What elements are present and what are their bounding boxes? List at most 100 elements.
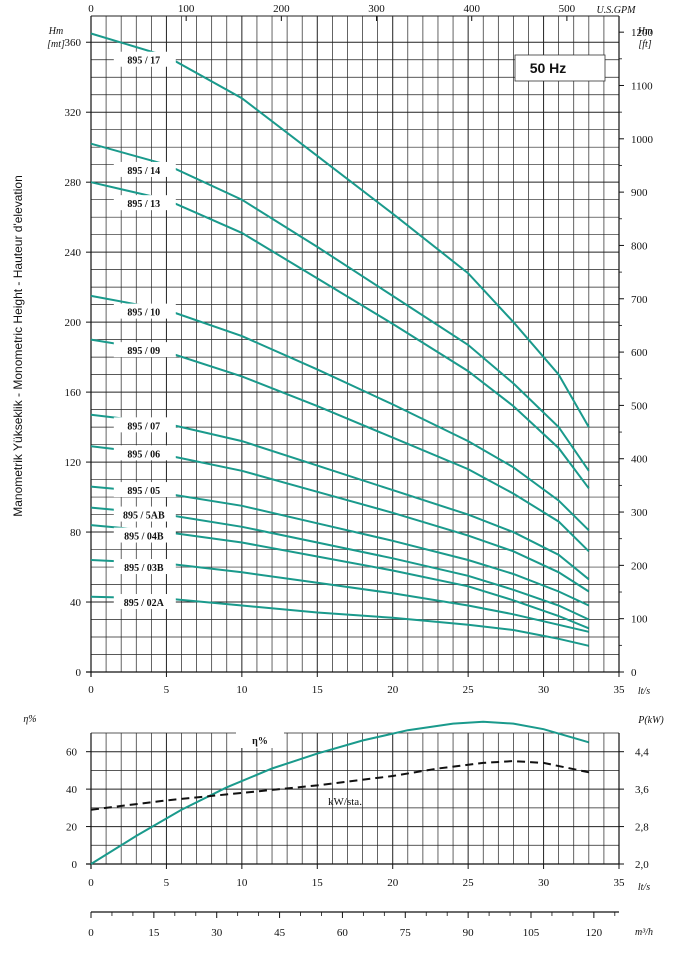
ft-tick-label: 800 bbox=[631, 240, 648, 252]
y-tick-label: 320 bbox=[65, 107, 82, 119]
y-tick-label: 120 bbox=[65, 457, 82, 469]
m3h-tick-label: 105 bbox=[523, 927, 540, 939]
x-tick-label: 20 bbox=[387, 684, 399, 696]
power-curve-label: kW/sta. bbox=[328, 796, 362, 808]
curve-label-bg bbox=[113, 506, 176, 522]
efficiency-unit: η% bbox=[23, 714, 36, 725]
m3h-tick-label: 90 bbox=[463, 927, 475, 939]
x-tick-label: 0 bbox=[88, 684, 94, 696]
curve-label: 895 / 05 bbox=[127, 486, 160, 497]
pump-curve bbox=[90, 413, 590, 581]
m3h-tick-label: 0 bbox=[88, 927, 94, 939]
y-tick-label: 40 bbox=[70, 597, 82, 609]
pump-curve bbox=[90, 559, 590, 633]
ft-tick-label: 600 bbox=[631, 347, 648, 359]
curve-label-bg bbox=[113, 161, 176, 177]
ft-tick-label: 1100 bbox=[631, 80, 653, 92]
x-tick-label: 10 bbox=[236, 684, 248, 696]
curve-label-bg bbox=[113, 303, 176, 319]
y-tick-label: 60 bbox=[66, 747, 78, 759]
main-chart-grid bbox=[90, 15, 620, 673]
curve-label: 895 / 09 bbox=[127, 346, 160, 357]
gpm-tick-label: 200 bbox=[273, 3, 290, 15]
y-tick-label: 360 bbox=[65, 37, 82, 49]
left-unit-line2: [mt] bbox=[47, 39, 65, 50]
curve-label-bg bbox=[113, 51, 176, 67]
gpm-tick-label: 100 bbox=[178, 3, 195, 15]
side-title: Manometrik Yükseklik - Monometric Height… bbox=[11, 175, 25, 517]
ft-tick-label: 300 bbox=[631, 507, 648, 519]
m3h-tick-label: 15 bbox=[148, 927, 160, 939]
x-tick-label: 25 bbox=[463, 684, 475, 696]
ft-tick-label: 1000 bbox=[631, 134, 654, 146]
y-tick-label: 40 bbox=[66, 784, 78, 796]
y-tick-label: 0 bbox=[76, 667, 82, 679]
left-unit-line1: Hm bbox=[48, 26, 63, 37]
curve-label: 895 / 13 bbox=[127, 199, 160, 210]
frequency-badge: 50 Hz bbox=[514, 54, 606, 82]
x-tick-label: 35 bbox=[614, 877, 626, 889]
kw-tick-label: 3,6 bbox=[635, 784, 649, 796]
ft-tick-label: 0 bbox=[631, 667, 637, 679]
pump-curve bbox=[90, 485, 590, 607]
curve-label-bg bbox=[113, 482, 176, 498]
gpm-tick-label: 0 bbox=[88, 3, 94, 15]
gpm-tick-label: 400 bbox=[463, 3, 480, 15]
m3h-tick-label: 60 bbox=[337, 927, 349, 939]
pump-curve bbox=[90, 294, 590, 532]
x-tick-label: 15 bbox=[312, 684, 324, 696]
pump-curve bbox=[90, 506, 590, 621]
x-tick-label: 15 bbox=[312, 877, 324, 889]
ft-tick-label: 200 bbox=[631, 560, 648, 572]
y-tick-label: 0 bbox=[72, 859, 78, 871]
ft-tick-label: 500 bbox=[631, 400, 648, 412]
ft-tick-label: 900 bbox=[631, 187, 648, 199]
frequency-badge-text: 50 Hz bbox=[530, 60, 567, 76]
curve-label: 895 / 5AB bbox=[123, 511, 165, 522]
pump-curve bbox=[90, 338, 590, 553]
y-tick-label: 200 bbox=[65, 317, 82, 329]
right-unit-line1: Hm bbox=[637, 26, 652, 37]
power-curve bbox=[90, 760, 590, 811]
main-chart-curves bbox=[90, 32, 590, 647]
top-unit: U.S.GPM bbox=[597, 5, 637, 16]
curve-label: 895 / 06 bbox=[127, 449, 160, 460]
curve-label: 895 / 14 bbox=[127, 166, 160, 177]
gpm-tick-label: 300 bbox=[368, 3, 385, 15]
pump-curve bbox=[90, 32, 590, 428]
y-tick-label: 20 bbox=[66, 822, 78, 834]
y-tick-label: 240 bbox=[65, 247, 82, 259]
ft-tick-label: 700 bbox=[631, 294, 648, 306]
x-tick-label: 5 bbox=[164, 877, 170, 889]
bottom-unit-main: lt/s bbox=[638, 686, 650, 697]
main-chart-curve-labels: 895 / 17 895 / 14 895 / 13 895 / 10 895 / 09… bbox=[113, 51, 176, 610]
gpm-tick-label: 500 bbox=[559, 3, 576, 15]
x-tick-label: 35 bbox=[614, 684, 626, 696]
lower-chart-axes: 0 20 40 60 2,0 2,8 3,6 4,4 0 5 10 15 20 25 30 35 bbox=[66, 732, 649, 889]
m3h-tick-label: 75 bbox=[400, 927, 412, 939]
pump-curve bbox=[90, 445, 590, 593]
pump-curve bbox=[90, 142, 590, 472]
efficiency-label: η% bbox=[252, 736, 268, 747]
kw-tick-label: 4,4 bbox=[635, 747, 649, 759]
y-tick-label: 80 bbox=[70, 527, 82, 539]
x-tick-label: 5 bbox=[164, 684, 170, 696]
pump-curve bbox=[90, 181, 590, 489]
kw-tick-label: 2,0 bbox=[635, 859, 649, 871]
m3h-unit: m³/h bbox=[635, 927, 653, 938]
main-chart-axes: 0 40 80 120 160 200 240 280 320 360 0 5 10 15 20 25 30 35… bbox=[65, 3, 654, 696]
x-tick-label: 20 bbox=[387, 877, 399, 889]
curve-label-bg bbox=[113, 195, 176, 211]
right-unit-line2: [ft] bbox=[638, 39, 651, 50]
curve-label-bg bbox=[113, 594, 176, 610]
curve-label: 895 / 10 bbox=[127, 308, 160, 319]
curve-label-bg bbox=[113, 342, 176, 358]
y-tick-label: 160 bbox=[65, 387, 82, 399]
x-tick-label: 25 bbox=[463, 877, 475, 889]
m3h-tick-label: 30 bbox=[211, 927, 223, 939]
power-unit: P(kW) bbox=[637, 715, 664, 726]
pump-curve bbox=[90, 524, 590, 630]
curve-label-bg bbox=[113, 559, 176, 575]
y-tick-label: 280 bbox=[65, 177, 82, 189]
